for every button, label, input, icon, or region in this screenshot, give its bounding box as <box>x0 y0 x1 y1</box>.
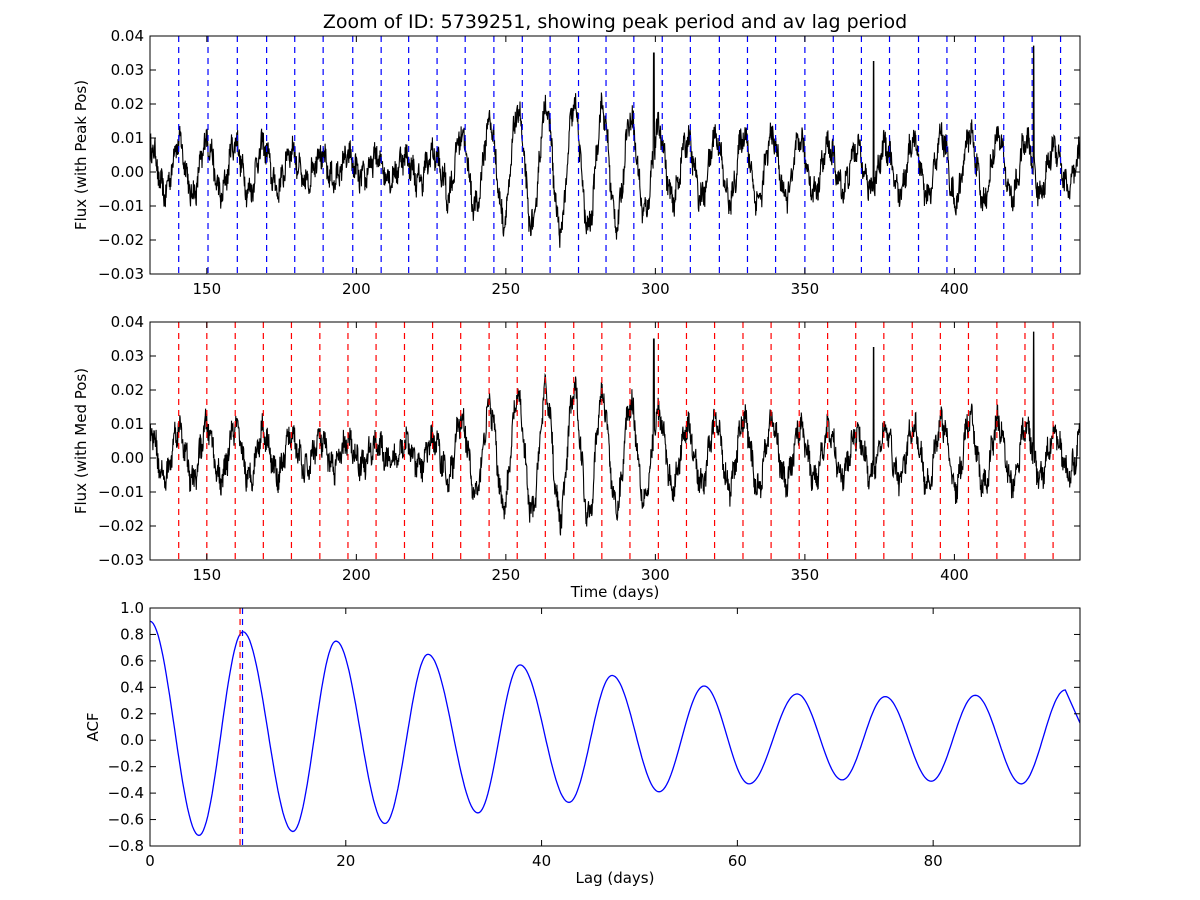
axes-frame <box>149 607 1081 847</box>
y-tick-label: −0.02 <box>98 231 144 249</box>
chart-title: Zoom of ID: 5739251, showing peak period… <box>323 11 907 33</box>
x-tick-label: 400 <box>940 566 969 584</box>
y-tick-label: −0.2 <box>108 758 144 776</box>
axes-frame <box>149 321 1081 561</box>
y-tick-label: −0.03 <box>98 265 144 283</box>
y-tick-label: 0.02 <box>111 381 144 399</box>
x-tick-label: 400 <box>940 280 969 298</box>
y-tick-label: −0.03 <box>98 551 144 569</box>
y-tick-label: 0.00 <box>111 163 144 181</box>
panels: 150 200 250 300 350 400−0.03−0.02−0.010.000.0… <box>72 27 1081 887</box>
series-line <box>150 331 1080 536</box>
x-tick-label: 250 <box>492 566 521 584</box>
panel-1: 150 200 250 300 350 400 −0.03 −0.02 −0.01 0.00 0.0… <box>72 27 1081 298</box>
x-tick-label: 300 <box>641 566 670 584</box>
y-tick-label: −0.6 <box>108 811 144 829</box>
y-tick-label: −0.4 <box>108 784 144 802</box>
y-tick-label: 0.03 <box>111 61 144 79</box>
x-tick-label: 0 <box>145 852 155 870</box>
x-axis-label: Lag (days) <box>576 869 655 887</box>
x-tick-label: 40 <box>532 852 551 870</box>
x-tick-label: 200 <box>342 566 371 584</box>
y-tick-label: 0.02 <box>111 95 144 113</box>
y-tick-label: 0.0 <box>120 731 144 749</box>
y-axis-label: Flux (with Peak Pos) <box>72 80 90 230</box>
panel-3: 0 20 40 60 80 −0.8 −0.6 −0.4 −0.2 0.0 0.2 0.4 0.6 0.8… <box>84 599 1081 887</box>
y-tick-label: −0.02 <box>98 517 144 535</box>
y-tick-label: 0.4 <box>120 678 144 696</box>
y-tick-label: 0.01 <box>111 129 144 147</box>
x-tick-label: 60 <box>728 852 747 870</box>
y-tick-label: 0.6 <box>120 652 144 670</box>
x-tick-label: 200 <box>342 280 371 298</box>
y-tick-label: 1.0 <box>120 599 144 617</box>
x-tick-label: 300 <box>641 280 670 298</box>
axes-frame <box>149 35 1081 275</box>
x-tick-label: 350 <box>791 280 820 298</box>
y-tick-label: 0.00 <box>111 449 144 467</box>
plot-area <box>150 322 1080 560</box>
y-tick-label: 0.8 <box>120 625 144 643</box>
y-tick-label: 0.03 <box>111 347 144 365</box>
x-tick-label: 350 <box>791 566 820 584</box>
x-tick-label: 150 <box>192 566 221 584</box>
x-tick-label: 20 <box>336 852 355 870</box>
y-tick-label: −0.01 <box>98 483 144 501</box>
series-line <box>150 45 1080 248</box>
x-tick-label: 80 <box>924 852 943 870</box>
plot-area <box>150 608 1080 846</box>
y-tick-label: 0.04 <box>111 27 144 45</box>
y-tick-label: 0.04 <box>111 313 144 331</box>
x-tick-label: 150 <box>192 280 221 298</box>
x-tick-label: 250 <box>492 280 521 298</box>
plot-area <box>150 36 1080 274</box>
series-line <box>150 620 1080 837</box>
x-axis-label: Time (days) <box>570 583 660 601</box>
y-axis-label: Flux (with Med Pos) <box>72 368 90 514</box>
panel-2: 150 200 250 300 350 400 −0.03 −0.02 −0.01 0.00 0.0… <box>72 313 1081 601</box>
y-tick-label: 0.2 <box>120 705 144 723</box>
y-tick-label: −0.01 <box>98 197 144 215</box>
y-axis-label: ACF <box>84 712 102 741</box>
y-tick-label: −0.8 <box>108 837 144 855</box>
y-tick-label: 0.01 <box>111 415 144 433</box>
